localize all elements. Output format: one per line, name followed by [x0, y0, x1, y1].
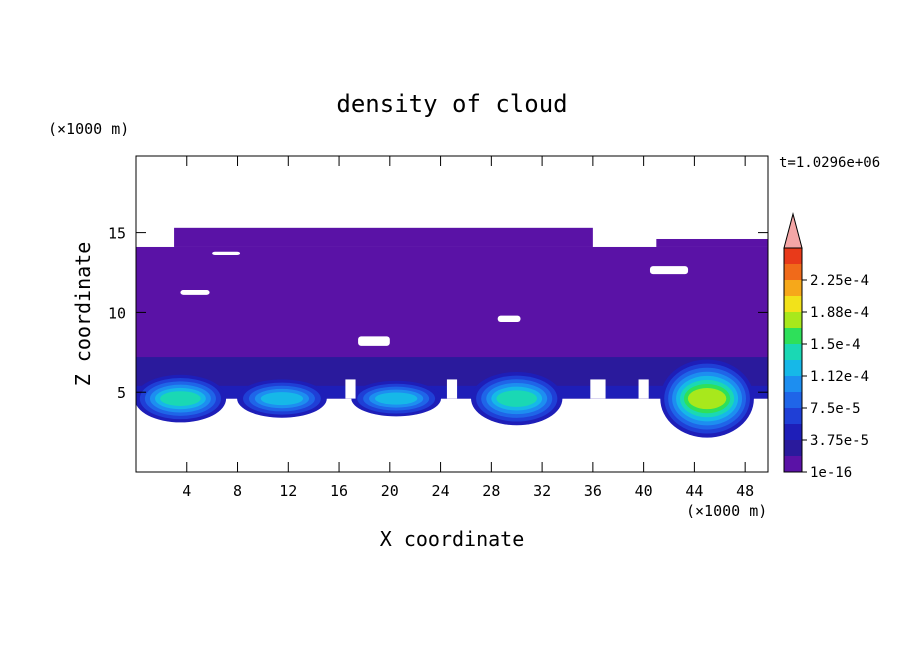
dense-core	[375, 392, 418, 405]
dense-core	[160, 391, 201, 406]
x-tick-label: 16	[330, 482, 348, 500]
colorbar-swatch	[784, 424, 802, 440]
colorbar-label: 3.75e-5	[810, 433, 869, 449]
colorbar-swatch	[784, 280, 802, 296]
colorbar-swatch	[784, 456, 802, 472]
x-tick-label: 28	[482, 482, 500, 500]
clear-gap	[212, 251, 241, 255]
colorbar-swatch	[784, 296, 802, 312]
colorbar-label: 7.5e-5	[810, 401, 861, 417]
dense-core	[687, 388, 727, 410]
clear-gap	[497, 315, 521, 322]
clear-gap	[590, 379, 606, 399]
colorbar-swatch	[784, 328, 802, 344]
y-tick-label: 5	[117, 384, 126, 402]
colorbar-swatch	[784, 360, 802, 376]
clear-gap	[345, 379, 356, 399]
colorbar-swatch	[784, 440, 802, 456]
colorbar-label: 2.25e-4	[810, 273, 869, 289]
colorbar-label: 1e-16	[810, 465, 852, 481]
x-tick-label: 40	[635, 482, 653, 500]
colorbar-swatch	[784, 392, 802, 408]
x-tick-label: 48	[736, 482, 754, 500]
clear-gap	[358, 336, 390, 346]
x-tick-label: 44	[685, 482, 703, 500]
y-axis: 5 10 15	[108, 225, 768, 402]
x-tick-label: 12	[279, 482, 297, 500]
dense-core	[496, 390, 538, 407]
time-label: t=1.0296e+06	[779, 155, 880, 171]
x-tick-label: 8	[233, 482, 242, 500]
x-axis-title: X coordinate	[380, 527, 525, 551]
clear-gap	[638, 379, 649, 399]
y-tick-label: 10	[108, 304, 126, 322]
dense-core	[260, 392, 304, 406]
x-unit-label: (×1000 m)	[686, 502, 767, 520]
density-field	[136, 227, 768, 438]
colorbar-extend-arrow	[783, 212, 803, 249]
x-tick-label: 4	[182, 482, 191, 500]
y-unit-label: (×1000 m)	[48, 120, 129, 138]
x-axis: 4 8 12 16 20 24 28 32 36 40 44 48	[182, 156, 754, 500]
colorbar-label: 1.12e-4	[810, 369, 869, 385]
colorbar-label: 1.88e-4	[810, 305, 869, 321]
clear-gap	[649, 266, 689, 275]
cloud-layer-top	[174, 227, 593, 247]
colorbar-swatch	[784, 312, 802, 328]
y-tick-label: 15	[108, 225, 126, 243]
clear-gap	[446, 379, 458, 399]
clear-gap	[180, 290, 210, 295]
colorbar-swatch	[784, 248, 802, 264]
colorbar-swatch	[784, 408, 802, 424]
x-tick-label: 24	[432, 482, 450, 500]
x-tick-label: 20	[381, 482, 399, 500]
colorbar-swatch	[784, 376, 802, 392]
x-tick-label: 36	[584, 482, 602, 500]
plot-frame	[135, 155, 769, 473]
colorbar-label: 1.5e-4	[810, 337, 861, 353]
x-tick-label: 32	[533, 482, 551, 500]
y-axis-title: Z coordinate	[71, 242, 95, 387]
colorbar-swatch	[784, 344, 802, 360]
colorbar: 1e-16 3.75e-5 7.5e-5 1.12e-4 1.5e-4 1.88e-4 2.…	[783, 212, 869, 481]
colorbar-swatch	[784, 264, 802, 280]
chart-title: density of cloud	[336, 90, 567, 118]
cloud-layer-top	[656, 238, 768, 247]
